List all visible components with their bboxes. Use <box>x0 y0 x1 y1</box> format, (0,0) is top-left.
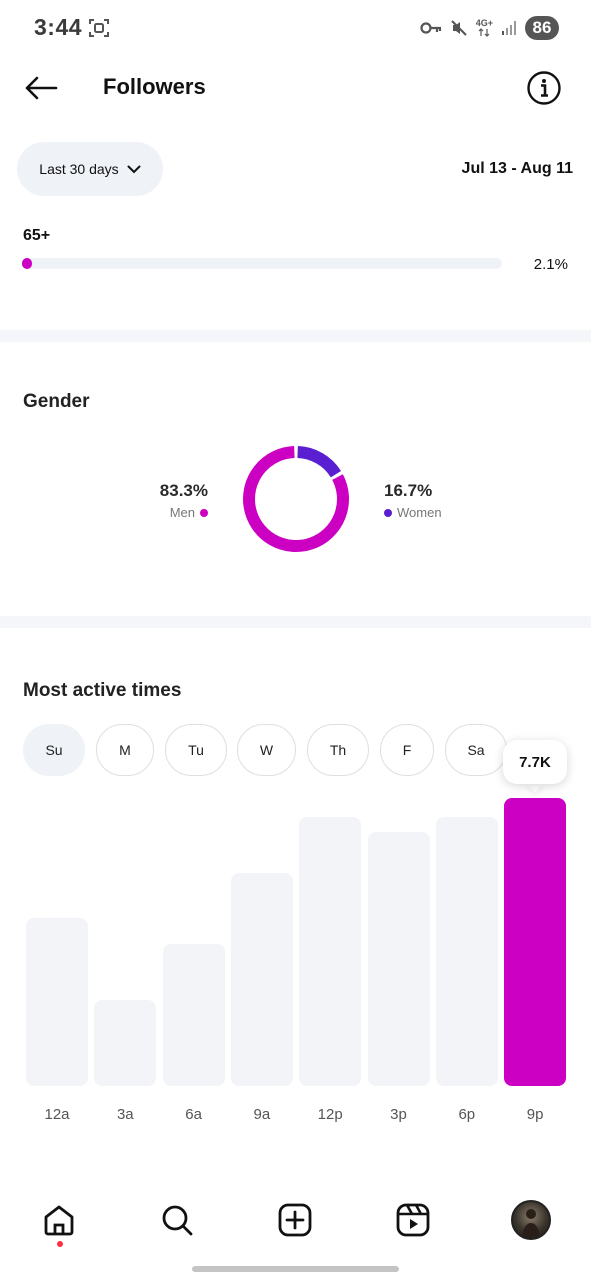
date-range-label: Last 30 days <box>39 161 119 177</box>
men-percent: 83.3% <box>159 481 208 500</box>
bar-3p[interactable] <box>367 831 430 1086</box>
avatar-figure <box>522 1209 540 1238</box>
reels-icon <box>396 1203 430 1237</box>
donut-segment-women <box>297 446 342 478</box>
network-type: 4G+ <box>475 18 493 28</box>
arrow-left-icon <box>25 76 58 100</box>
day-tab-f[interactable]: F <box>380 724 434 776</box>
nav-search[interactable] <box>155 1198 199 1242</box>
x-tick-label: 9a <box>253 1106 271 1123</box>
nav-create[interactable] <box>273 1198 317 1242</box>
day-label: F <box>402 742 412 758</box>
bar-6a[interactable] <box>162 943 225 1086</box>
plus-square-icon <box>278 1203 312 1237</box>
day-tab-su[interactable]: Su <box>23 724 85 776</box>
page-title: Followers <box>103 74 206 99</box>
chevron-down-icon <box>127 165 141 173</box>
gender-women: 16.7% Women <box>384 481 442 520</box>
bar-value-tooltip: 7.7K <box>503 740 567 784</box>
day-label: M <box>119 742 131 758</box>
day-tab-tu[interactable]: Tu <box>165 724 227 776</box>
bottom-navigation <box>0 1196 591 1256</box>
network-indicator: 4G+ <box>476 19 493 37</box>
date-range-text: Jul 13 - Aug 11 <box>461 160 573 177</box>
section-divider <box>0 616 591 628</box>
age-progress-track <box>22 258 502 269</box>
men-legend-dot <box>200 508 208 517</box>
women-legend-dot <box>384 508 392 517</box>
day-label: Th <box>329 742 347 758</box>
mute-icon <box>451 20 467 36</box>
battery-badge: 86 <box>525 16 559 40</box>
status-bar: 3:44 4G+ <box>0 0 591 56</box>
app-header: Followers <box>0 60 591 116</box>
bar-12p[interactable] <box>299 816 362 1086</box>
x-tick-label: 12a <box>44 1106 70 1123</box>
x-tick-label: 6p <box>458 1106 476 1123</box>
x-tick-label: 9p <box>526 1106 544 1123</box>
gesture-home-indicator <box>192 1266 399 1272</box>
back-button[interactable] <box>22 70 60 106</box>
age-percent: 2.1% <box>533 256 568 273</box>
bar-9a[interactable] <box>230 872 293 1086</box>
bar-3a[interactable] <box>94 999 157 1086</box>
x-tick-label: 3a <box>116 1106 134 1123</box>
search-icon <box>162 1205 193 1236</box>
day-label: Tu <box>188 742 204 758</box>
status-time: 3:44 <box>34 14 83 40</box>
day-label: W <box>259 742 274 758</box>
donut-segment-men <box>243 446 349 552</box>
men-label: Men <box>169 505 195 520</box>
bar-9p[interactable] <box>504 798 567 1086</box>
nav-profile[interactable] <box>509 1198 553 1242</box>
x-tick-label: 12p <box>317 1106 343 1123</box>
gender-men: 83.3% Men <box>160 481 208 520</box>
avatar <box>511 1200 551 1240</box>
screenshot-icon <box>89 19 109 37</box>
women-percent: 16.7% <box>384 481 433 500</box>
x-tick-label: 3p <box>390 1106 407 1123</box>
section-divider <box>0 330 591 342</box>
nav-home[interactable] <box>37 1198 81 1242</box>
bar-6p[interactable] <box>435 816 498 1086</box>
gender-donut-chart <box>243 446 349 552</box>
day-tab-w[interactable]: W <box>237 724 296 776</box>
home-icon <box>44 1205 74 1236</box>
gender-title: Gender <box>23 391 90 412</box>
day-label: Sa <box>467 742 485 758</box>
bar-12a[interactable] <box>26 917 88 1086</box>
home-notification-dot <box>57 1241 63 1247</box>
most-active-times-title: Most active times <box>23 680 182 701</box>
day-tab-sa[interactable]: Sa <box>445 724 507 776</box>
women-label: Women <box>397 505 442 520</box>
day-tab-th[interactable]: Th <box>307 724 369 776</box>
key-icon <box>420 22 441 34</box>
x-tick-label: 6a <box>185 1106 202 1123</box>
date-range-dropdown[interactable]: Last 30 days <box>17 142 163 196</box>
age-progress-fill <box>22 258 33 269</box>
signal-icon <box>502 21 516 35</box>
info-button[interactable] <box>526 70 562 106</box>
women-legend: Women <box>384 505 442 520</box>
data-arrows-icon <box>478 28 490 37</box>
status-icons: 4G+ 86 <box>420 14 559 42</box>
day-tab-m[interactable]: M <box>96 724 154 776</box>
day-label: Su <box>45 742 63 758</box>
men-legend: Men <box>160 505 208 520</box>
age-group-label: 65+ <box>23 227 51 244</box>
nav-reels[interactable] <box>391 1198 435 1242</box>
